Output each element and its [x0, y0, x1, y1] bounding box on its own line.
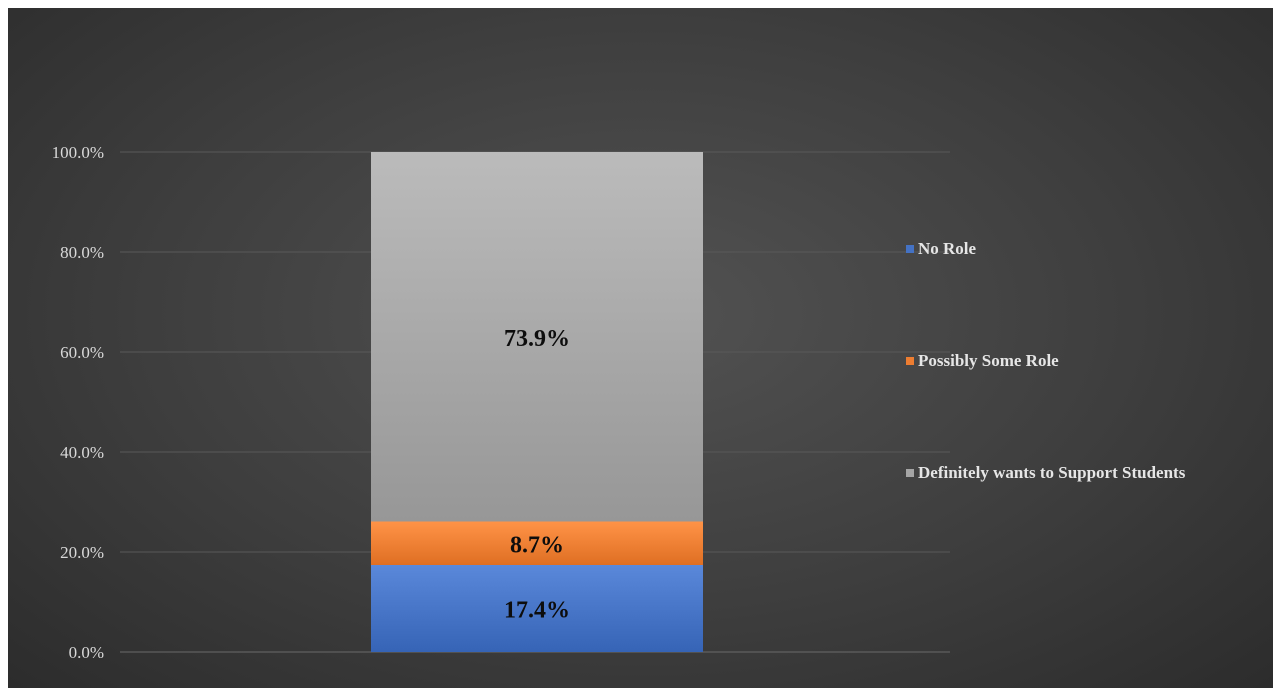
legend-label: Possibly Some Role — [918, 351, 1059, 370]
legend-label: Definitely wants to Support Students — [918, 463, 1186, 482]
data-label: 8.7% — [510, 532, 564, 558]
y-tick-label: 20.0% — [60, 543, 104, 562]
legend-swatch — [906, 245, 914, 253]
bar-segment — [371, 565, 703, 652]
bar-segment — [371, 152, 703, 522]
y-tick-label: 40.0% — [60, 443, 104, 462]
data-label: 17.4% — [504, 598, 570, 624]
legend-swatch — [906, 357, 914, 365]
y-tick-label: 0.0% — [69, 643, 104, 662]
legend-swatch — [906, 469, 914, 477]
y-tick-label: 100.0% — [52, 143, 104, 162]
y-tick-label: 60.0% — [60, 343, 104, 362]
y-tick-label: 80.0% — [60, 243, 104, 262]
stacked-bar-chart: 0.0% 20.0% 40.0% 60.0% 80.0% 100.0% 17.4% 8.7% 7… — [52, 143, 1186, 662]
bar-segment — [371, 521, 703, 565]
chart-area: 0.0% 20.0% 40.0% 60.0% 80.0% 100.0% 17.4% 8.7% 7… — [8, 8, 1273, 688]
data-label: 73.9% — [504, 326, 570, 352]
legend-label: No Role — [918, 239, 977, 258]
